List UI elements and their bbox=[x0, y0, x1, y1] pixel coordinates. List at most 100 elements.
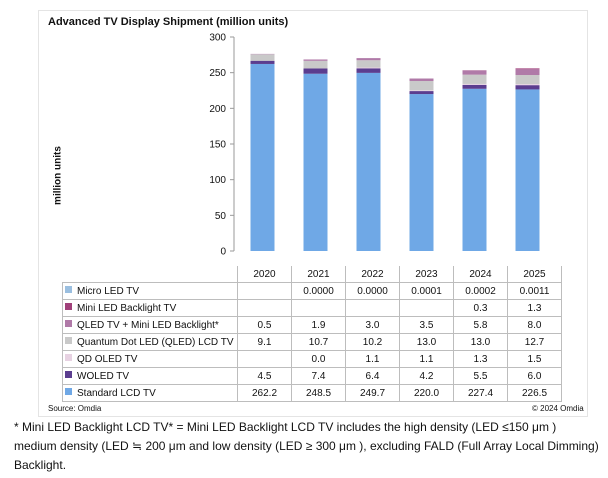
table-cell: 5.5 bbox=[453, 367, 508, 385]
bar-segment bbox=[409, 90, 434, 92]
table-row: Standard LCD TV 262.2 248.5 249.7 220.0 227.4… bbox=[62, 384, 562, 402]
bar-segment bbox=[409, 91, 434, 95]
data-table: 2020 2021 2022 2023 2024 2025 Micro LED TV 0.00… bbox=[62, 266, 562, 402]
copyright-note: © 2024 Omdia bbox=[532, 404, 584, 413]
table-cell: 5.8 bbox=[453, 316, 508, 334]
table-cell: 262.2 bbox=[237, 384, 292, 402]
series-name: Quantum Dot LED (QLED) LCD TV bbox=[77, 336, 234, 348]
table-cell: 7.4 bbox=[291, 367, 346, 385]
bar-segment bbox=[356, 68, 381, 73]
bar-segment bbox=[250, 60, 275, 64]
table-cell: 13.0 bbox=[399, 333, 454, 351]
bar-segment bbox=[462, 88, 487, 252]
legend-swatch bbox=[65, 286, 72, 294]
table-cell: 4.2 bbox=[399, 367, 454, 385]
legend-swatch bbox=[65, 371, 72, 379]
table-cell: 0.0 bbox=[291, 350, 346, 368]
bar-segment bbox=[462, 74, 487, 84]
bar-segment bbox=[409, 81, 434, 91]
table-cell: 6.4 bbox=[345, 367, 400, 385]
bar-segment bbox=[250, 54, 275, 61]
table-cell: 1.1 bbox=[399, 350, 454, 368]
table-row: QLED TV + Mini LED Backlight* 0.5 1.9 3.0 3.… bbox=[62, 316, 562, 334]
bar-segment bbox=[515, 75, 540, 85]
table-cell: 3.5 bbox=[399, 316, 454, 334]
table-cell bbox=[345, 299, 400, 317]
table-cell: 1.9 bbox=[291, 316, 346, 334]
table-cell: 0.0002 bbox=[453, 282, 508, 300]
table-cell: 3.0 bbox=[345, 316, 400, 334]
table-cell: 0.3 bbox=[453, 299, 508, 317]
table-cell bbox=[291, 299, 346, 317]
bar-segment bbox=[356, 60, 381, 68]
y-tick-label: 50 bbox=[215, 211, 227, 222]
table-cell: 8.0 bbox=[507, 316, 562, 334]
y-tick-label: 250 bbox=[209, 68, 226, 79]
table-cell: 220.0 bbox=[399, 384, 454, 402]
table-cell: 1.3 bbox=[453, 350, 508, 368]
series-name: QD OLED TV bbox=[77, 353, 138, 365]
bar-segment bbox=[462, 70, 487, 75]
y-tick-label: 0 bbox=[220, 247, 226, 258]
series-label: QD OLED TV bbox=[62, 350, 238, 368]
series-name: Micro LED TV bbox=[77, 285, 140, 297]
bar-segment bbox=[303, 68, 328, 74]
table-row: Mini LED Backlight TV 0.3 1.3 bbox=[62, 299, 562, 317]
category-label: 2021 bbox=[291, 266, 346, 283]
table-cell: 9.1 bbox=[237, 333, 292, 351]
table-cell bbox=[237, 299, 292, 317]
bar-segment bbox=[462, 83, 487, 85]
table-cell: 1.3 bbox=[507, 299, 562, 317]
category-label: 2024 bbox=[453, 266, 508, 283]
footnote: * Mini LED Backlight LCD TV* = Mini LED … bbox=[14, 420, 599, 472]
series-label: Quantum Dot LED (QLED) LCD TV bbox=[62, 333, 238, 351]
table-row: Micro LED TV 0.0000 0.0000 0.0001 0.0002 0.00… bbox=[62, 282, 562, 300]
table-row: WOLED TV 4.5 7.4 6.4 4.2 5.5 6.0 bbox=[62, 367, 562, 385]
table-cell bbox=[237, 350, 292, 368]
category-label: 2020 bbox=[237, 266, 292, 283]
table-cell: 13.0 bbox=[453, 333, 508, 351]
category-label: 2022 bbox=[345, 266, 400, 283]
bar-segment bbox=[409, 78, 434, 82]
y-tick-label: 300 bbox=[209, 33, 226, 44]
table-row: QD OLED TV 0.0 1.1 1.1 1.3 1.5 bbox=[62, 350, 562, 368]
bar-segment bbox=[303, 73, 328, 251]
chart-title: Advanced TV Display Shipment (million un… bbox=[48, 16, 289, 28]
series-label: Micro LED TV bbox=[62, 282, 238, 300]
bar-segment bbox=[515, 68, 540, 70]
bar-segment bbox=[303, 60, 328, 69]
y-tick-label: 150 bbox=[209, 140, 226, 151]
source-note: Source: Omdia bbox=[48, 404, 102, 413]
table-cell: 12.7 bbox=[507, 333, 562, 351]
table-cell: 10.2 bbox=[345, 333, 400, 351]
category-label: 2025 bbox=[507, 266, 562, 283]
y-tick-label: 100 bbox=[209, 175, 226, 186]
table-cell: 6.0 bbox=[507, 367, 562, 385]
table-row: Quantum Dot LED (QLED) LCD TV 9.1 10.7 10.2… bbox=[62, 333, 562, 351]
bar-segment bbox=[356, 58, 381, 61]
bar-segment bbox=[515, 84, 540, 86]
series-label: WOLED TV bbox=[62, 367, 238, 385]
bar-segment bbox=[515, 69, 540, 76]
legend-swatch bbox=[65, 388, 72, 396]
table-cell bbox=[399, 299, 454, 317]
table-cell: 4.5 bbox=[237, 367, 292, 385]
table-cell bbox=[237, 282, 292, 300]
table-corner bbox=[63, 266, 238, 283]
table-cell: 226.5 bbox=[507, 384, 562, 402]
series-name: Mini LED Backlight TV bbox=[77, 302, 177, 314]
legend-swatch bbox=[65, 354, 72, 362]
series-name: Standard LCD TV bbox=[77, 387, 156, 399]
table-cell: 249.7 bbox=[345, 384, 400, 402]
table-cell: 0.5 bbox=[237, 316, 292, 334]
bar-segment bbox=[250, 63, 275, 251]
bar-segment bbox=[515, 89, 540, 252]
table-cell: 248.5 bbox=[291, 384, 346, 402]
table-cell: 0.0011 bbox=[507, 282, 562, 300]
legend-swatch bbox=[65, 337, 72, 345]
legend-swatch bbox=[65, 303, 72, 311]
table-cell: 227.4 bbox=[453, 384, 508, 402]
table-cell: 0.0000 bbox=[291, 282, 346, 300]
bar-segment bbox=[356, 72, 381, 251]
